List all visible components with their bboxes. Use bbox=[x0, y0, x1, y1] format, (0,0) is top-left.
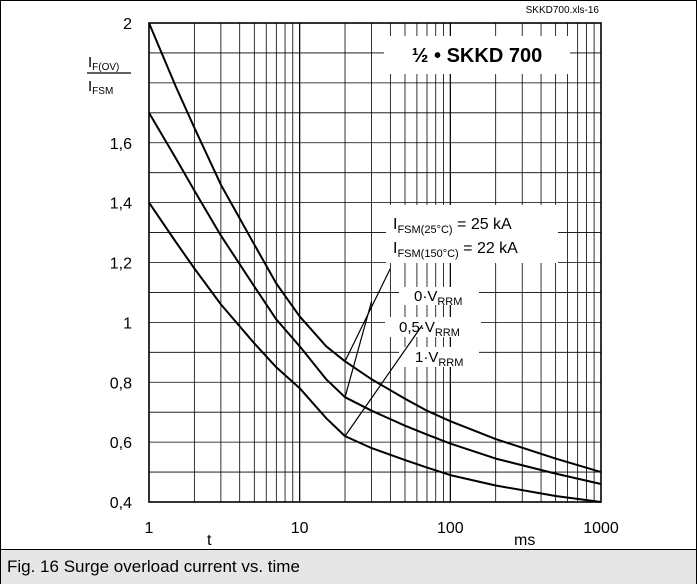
series-pointer-2 bbox=[344, 325, 423, 437]
grid bbox=[148, 22, 602, 503]
series-label-box-0 bbox=[399, 287, 479, 305]
annotations: t ms IF(OV) IFSM SKKD700.xls-16 ½ • SKKD 700 I… bbox=[87, 5, 599, 549]
series-label-0: 0·VRRM bbox=[414, 288, 462, 308]
chart-title: ½ • SKKD 700 bbox=[412, 45, 542, 67]
y-tick-label: 0,8 bbox=[110, 375, 132, 392]
ifsm-150-annotation: IFSM(150°C) = 22 kA bbox=[393, 240, 518, 260]
y-tick-label: 0,4 bbox=[110, 495, 132, 512]
series-layer bbox=[148, 22, 602, 503]
y-tick-label: 0,6 bbox=[110, 435, 132, 452]
y-tick-label: 1,2 bbox=[110, 256, 132, 273]
title-box bbox=[384, 36, 570, 74]
series-label-1: 0,5·VRRM bbox=[399, 319, 460, 339]
y-axis-label-denominator: IFSM bbox=[88, 78, 113, 97]
plot-border bbox=[148, 22, 602, 503]
ifsm-25-annotation: IFSM(25°C) = 25 kA bbox=[393, 216, 512, 236]
figure-caption: Fig. 16 Surge overload current vs. time bbox=[7, 557, 300, 576]
series-label-2: 1·VRRM bbox=[415, 349, 463, 369]
x-tick-label: 100 bbox=[437, 520, 464, 537]
series-pointer-1 bbox=[344, 301, 373, 398]
tick-labels: 1 10 100 1000 0,4 0,6 0,8 1 1,2 1,4 1,6 2 bbox=[110, 16, 619, 537]
x-axis-unit: ms bbox=[514, 532, 535, 549]
x-tick-label: 1 bbox=[145, 520, 154, 537]
y-tick-label: 1,6 bbox=[110, 136, 132, 153]
series-label-box-2 bbox=[399, 347, 479, 367]
x-tick-label: 1000 bbox=[583, 520, 619, 537]
x-axis-label: t bbox=[207, 532, 212, 549]
y-axis-label-numerator: IF(OV) bbox=[88, 54, 119, 73]
y-tick-label: 2 bbox=[123, 16, 132, 33]
x-tick-label: 10 bbox=[291, 520, 309, 537]
y-tick-label: 1 bbox=[123, 315, 132, 332]
series-line-0 bbox=[148, 22, 602, 474]
y-tick-label: 1,4 bbox=[110, 196, 132, 213]
chart: 1 10 100 1000 0,4 0,6 0,8 1 1,2 1,4 1,6 2 t ms IF(OV)… bbox=[87, 5, 619, 549]
series-pointers bbox=[344, 268, 423, 437]
series-label-box-1 bbox=[385, 317, 481, 337]
source-label: SKKD700.xls-16 bbox=[526, 5, 600, 16]
ifsm-box bbox=[386, 205, 558, 263]
series-line-2 bbox=[148, 202, 602, 503]
series-line-1 bbox=[148, 112, 602, 485]
figure-caption-bar: Fig. 16 Surge overload current vs. time bbox=[1, 549, 696, 584]
